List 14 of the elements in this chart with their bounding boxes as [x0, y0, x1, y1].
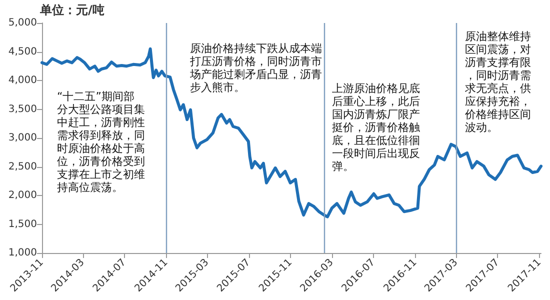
- y-tick-label: 4,000: [8, 75, 37, 86]
- y-tick-label: 4,500: [8, 46, 37, 58]
- y-tick-label: 2,500: [8, 161, 37, 172]
- y-tick-label: 2,000: [8, 190, 37, 201]
- y-axis-title: 单位：元/吨: [39, 3, 104, 17]
- annotation: 上游原油价格见底后重心上移，此后国内沥青炼厂限产挺价，沥青价格触底，且在低位徘徊一段时间后出现反弹。: [332, 82, 420, 173]
- annotation: “十二五”期间部分大型公路项目集中赶工，沥青刚性需求得到释放，同时原油价格处于高位，沥青价格受到支撑在上市之初维持高位震荡。: [57, 90, 145, 194]
- annotation: 原油价格持续下跌从成本端打压沥青价格，同时沥青市场产能过剩矛盾凸显，沥青步入熊市。: [189, 42, 322, 94]
- y-tick-label: 1,500: [8, 218, 37, 230]
- annotation: 原油整体维持区间震荡，对沥青支撑有限，同时沥青需求无亮点，供应保持充裕，价格维持区间波动。: [464, 30, 531, 134]
- y-tick-label: 3,500: [8, 104, 37, 115]
- y-tick-label: 5,000: [8, 18, 37, 28]
- y-tick-label: 3,000: [8, 132, 37, 144]
- y-tick-label: 1,000: [8, 248, 37, 258]
